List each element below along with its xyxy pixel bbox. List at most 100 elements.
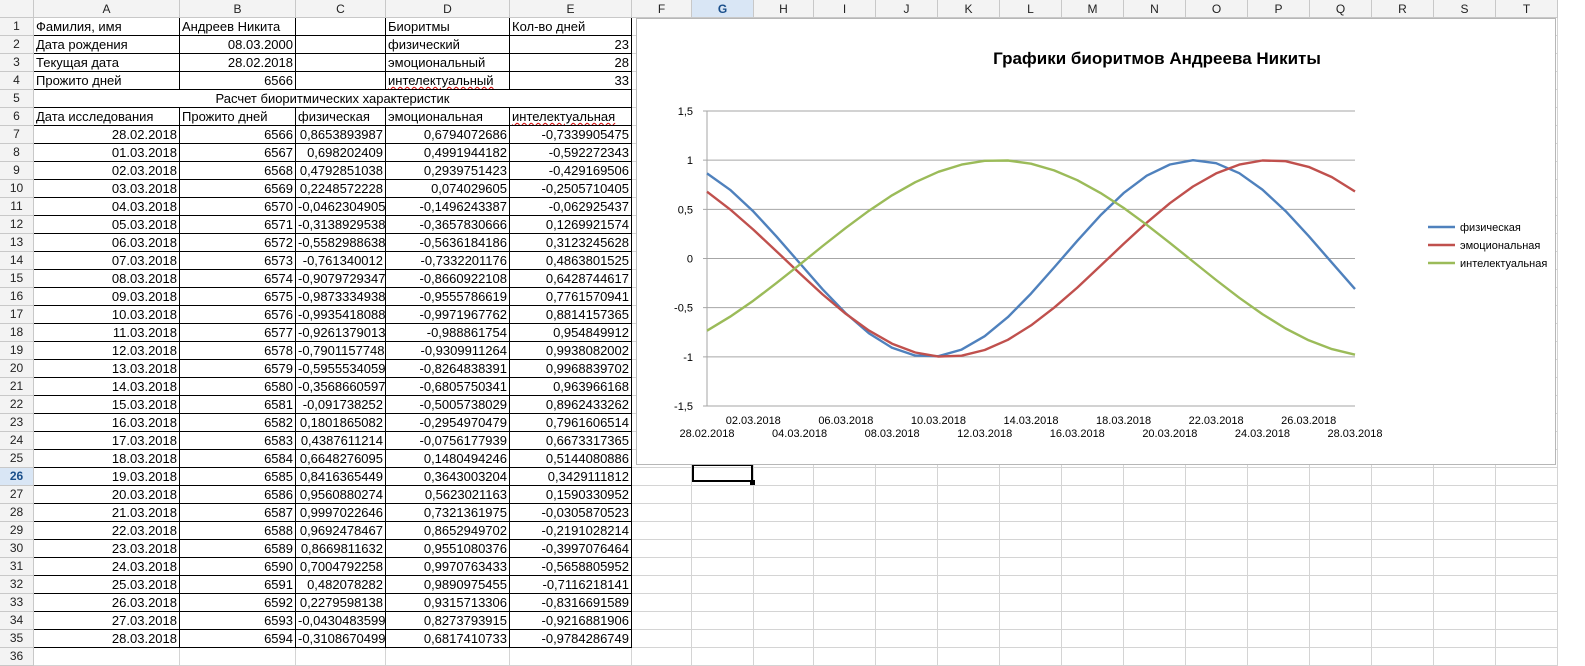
empty-cell[interactable] [1186, 594, 1248, 612]
empty-cell[interactable] [876, 612, 938, 630]
cell-a35[interactable]: 28.03.2018 [34, 630, 180, 648]
cell-b14[interactable]: 6573 [180, 252, 296, 270]
cell-e32[interactable]: -0,7116218141 [510, 576, 632, 594]
empty-cell[interactable] [1310, 576, 1372, 594]
row-header-34[interactable]: 34 [0, 612, 34, 630]
cell-b8[interactable]: 6567 [180, 144, 296, 162]
cell-e10[interactable]: -0,2505710405 [510, 180, 632, 198]
row-header-28[interactable]: 28 [0, 504, 34, 522]
cell-e27[interactable]: 0,1590330952 [510, 486, 632, 504]
cell-b4[interactable]: 6566 [180, 72, 296, 90]
cell-b16[interactable]: 6575 [180, 288, 296, 306]
empty-cell[interactable] [1248, 558, 1310, 576]
empty-cell[interactable] [1000, 540, 1062, 558]
cell-a24[interactable]: 17.03.2018 [34, 432, 180, 450]
cell-e14[interactable]: 0,4863801525 [510, 252, 632, 270]
empty-cell[interactable] [1000, 594, 1062, 612]
empty-cell[interactable] [1124, 522, 1186, 540]
empty-cell[interactable] [814, 648, 876, 666]
cell-a18[interactable]: 11.03.2018 [34, 324, 180, 342]
empty-cell[interactable] [1372, 630, 1434, 648]
empty-cell[interactable] [754, 504, 814, 522]
cell-b17[interactable]: 6576 [180, 306, 296, 324]
empty-cell[interactable] [1062, 486, 1124, 504]
empty-cell[interactable] [1248, 540, 1310, 558]
empty-cell[interactable] [632, 630, 692, 648]
empty-cell[interactable] [754, 468, 814, 486]
empty-cell[interactable] [1372, 558, 1434, 576]
empty-cell[interactable] [1000, 630, 1062, 648]
empty-cell[interactable] [938, 612, 1000, 630]
empty-cell[interactable] [1496, 486, 1558, 504]
empty-cell[interactable] [34, 648, 180, 666]
cell-d15[interactable]: -0,8660922108 [386, 270, 510, 288]
empty-cell[interactable] [1434, 630, 1496, 648]
empty-cell[interactable] [814, 468, 876, 486]
cell-d20[interactable]: -0,8264838391 [386, 360, 510, 378]
empty-cell[interactable] [1000, 576, 1062, 594]
cell-e12[interactable]: 0,1269921574 [510, 216, 632, 234]
column-header-r[interactable]: R [1372, 0, 1434, 18]
empty-cell[interactable] [692, 486, 754, 504]
cell-a19[interactable]: 12.03.2018 [34, 342, 180, 360]
cell-c20[interactable]: -0,5955534059 [296, 360, 386, 378]
empty-cell[interactable] [1124, 486, 1186, 504]
empty-cell[interactable] [1434, 594, 1496, 612]
cell-e35[interactable]: -0,9784286749 [510, 630, 632, 648]
cell-d1[interactable]: Биоритмы [386, 18, 510, 36]
cell-c15[interactable]: -0,9079729347 [296, 270, 386, 288]
cell-d28[interactable]: 0,7321361975 [386, 504, 510, 522]
empty-cell[interactable] [938, 648, 1000, 666]
cell-c29[interactable]: 0,9692478467 [296, 522, 386, 540]
cell-c33[interactable]: 0,2279598138 [296, 594, 386, 612]
row-header-6[interactable]: 6 [0, 108, 34, 126]
cell-e13[interactable]: 0,3123245628 [510, 234, 632, 252]
empty-cell[interactable] [1186, 558, 1248, 576]
empty-cell[interactable] [1496, 522, 1558, 540]
cell-e29[interactable]: -0,2191028214 [510, 522, 632, 540]
cell-b7[interactable]: 6566 [180, 126, 296, 144]
cell-a14[interactable]: 07.03.2018 [34, 252, 180, 270]
row-header-19[interactable]: 19 [0, 342, 34, 360]
cell-a12[interactable]: 05.03.2018 [34, 216, 180, 234]
cell-c35[interactable]: -0,3108670499 [296, 630, 386, 648]
empty-cell[interactable] [1372, 468, 1434, 486]
cell-a17[interactable]: 10.03.2018 [34, 306, 180, 324]
column-header-b[interactable]: B [180, 0, 296, 18]
empty-cell[interactable] [1062, 504, 1124, 522]
cell-b33[interactable]: 6592 [180, 594, 296, 612]
cell-a33[interactable]: 26.03.2018 [34, 594, 180, 612]
empty-cell[interactable] [1248, 594, 1310, 612]
row-header-21[interactable]: 21 [0, 378, 34, 396]
cell-d35[interactable]: 0,6817410733 [386, 630, 510, 648]
empty-cell[interactable] [754, 648, 814, 666]
cell-d33[interactable]: 0,9315713306 [386, 594, 510, 612]
empty-cell[interactable] [876, 486, 938, 504]
row-header-24[interactable]: 24 [0, 432, 34, 450]
row-header-29[interactable]: 29 [0, 522, 34, 540]
row-header-31[interactable]: 31 [0, 558, 34, 576]
cell-d23[interactable]: -0,2954970479 [386, 414, 510, 432]
column-header-a[interactable]: A [34, 0, 180, 18]
empty-cell[interactable] [1434, 648, 1496, 666]
cell-b6[interactable]: Прожито дней [180, 108, 296, 126]
cell-d9[interactable]: 0,2939751423 [386, 162, 510, 180]
empty-cell[interactable] [1186, 576, 1248, 594]
row-header-5[interactable]: 5 [0, 90, 34, 108]
column-header-i[interactable]: I [814, 0, 876, 18]
cell-b35[interactable]: 6594 [180, 630, 296, 648]
empty-cell[interactable] [692, 630, 754, 648]
empty-cell[interactable] [814, 576, 876, 594]
cell-b20[interactable]: 6579 [180, 360, 296, 378]
empty-cell[interactable] [1124, 540, 1186, 558]
empty-cell[interactable] [1000, 468, 1062, 486]
cell-c18[interactable]: -0,9261379013 [296, 324, 386, 342]
empty-cell[interactable] [1434, 468, 1496, 486]
cell-b3[interactable]: 28.02.2018 [180, 54, 296, 72]
cell-b30[interactable]: 6589 [180, 540, 296, 558]
cell-e24[interactable]: 0,6673317365 [510, 432, 632, 450]
empty-cell[interactable] [1124, 648, 1186, 666]
cell-c10[interactable]: 0,2248572228 [296, 180, 386, 198]
empty-cell[interactable] [386, 648, 510, 666]
empty-cell[interactable] [1124, 612, 1186, 630]
